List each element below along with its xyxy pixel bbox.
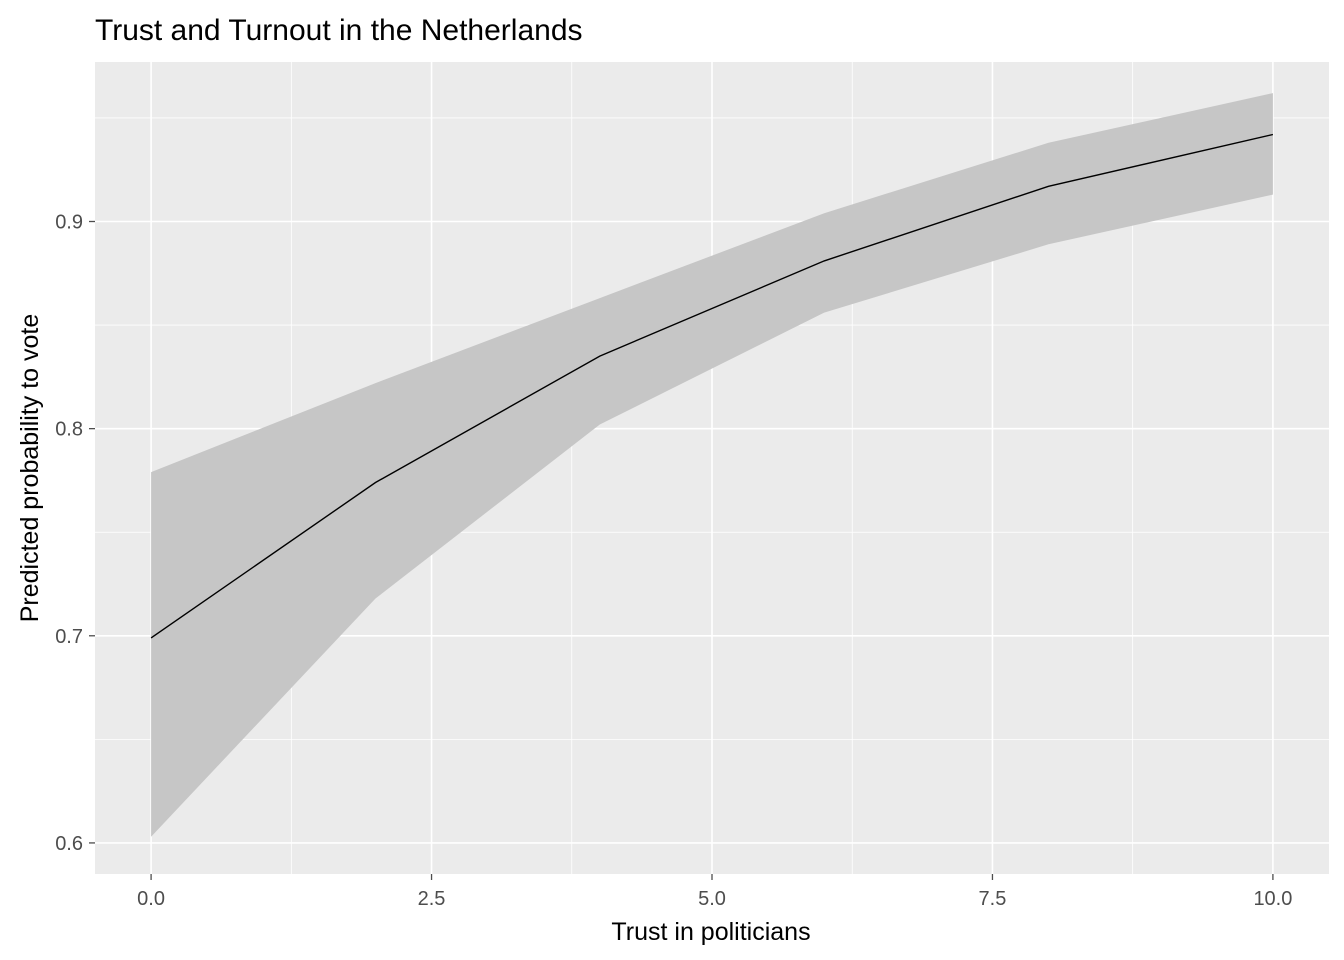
x-tick-label: 7.5 <box>979 888 1007 910</box>
y-tick-label: 0.9 <box>55 212 83 234</box>
x-tick-label: 2.5 <box>418 888 446 910</box>
x-tick-label: 0.0 <box>137 888 165 910</box>
y-tick-label: 0.6 <box>55 833 83 855</box>
y-tick-label: 0.8 <box>55 419 83 441</box>
x-axis-title: Trust in politicians <box>611 918 810 946</box>
x-tick-label: 10.0 <box>1253 888 1292 910</box>
y-axis-title: Predicted probability to vote <box>16 314 44 623</box>
x-axis: 0.0 2.5 5.0 7.5 10.0 <box>137 874 1292 910</box>
confidence-ribbon <box>151 93 1273 837</box>
chart-title: Trust and Turnout in the Netherlands <box>95 14 583 47</box>
prediction-line <box>150 133 1274 639</box>
y-tick-label: 0.7 <box>55 626 83 648</box>
y-axis: 0.6 0.7 0.8 0.9 <box>55 212 95 855</box>
series-layer <box>150 93 1274 837</box>
x-tick-label: 5.0 <box>698 888 726 910</box>
